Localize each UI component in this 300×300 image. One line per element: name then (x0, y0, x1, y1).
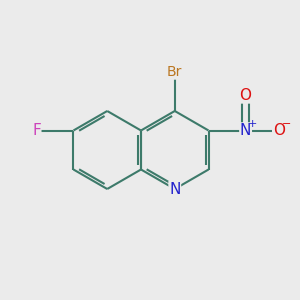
Text: −: − (282, 119, 291, 129)
Text: Br: Br (167, 65, 182, 79)
Text: N: N (240, 123, 251, 138)
Text: O: O (240, 88, 252, 103)
Text: N: N (169, 182, 181, 196)
Text: F: F (32, 123, 41, 138)
Text: O: O (273, 123, 285, 138)
Text: +: + (248, 119, 257, 129)
